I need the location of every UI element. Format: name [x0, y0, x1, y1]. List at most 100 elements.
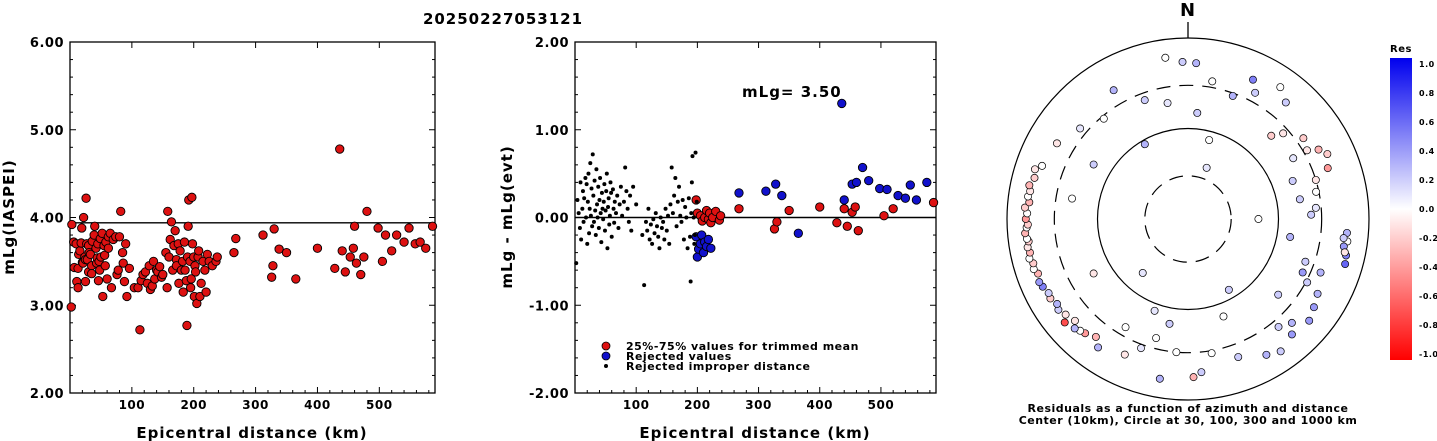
station-marker: [1249, 75, 1257, 84]
left-point-0: [337, 246, 347, 256]
left-point-0: [102, 274, 112, 284]
station-marker: [1299, 134, 1308, 143]
station-marker: [1234, 353, 1243, 361]
middle-points: [574, 98, 939, 288]
left-point-0: [66, 302, 76, 312]
middle-point-0: [832, 218, 842, 228]
left-y-tick-label: 3.00: [30, 299, 64, 314]
middle-y-ticks: -2.00 -1.00 0.00 1.00 2.00: [529, 36, 936, 402]
station-marker: [1254, 215, 1263, 223]
middle-point-0: [928, 197, 939, 208]
middle-point-improper: [670, 211, 675, 216]
middle-point-improper: [651, 217, 656, 222]
station-marker: [1307, 210, 1316, 219]
left-point-0: [345, 252, 355, 262]
station-marker: [1339, 234, 1348, 243]
middle-point-improper: [677, 184, 682, 189]
middle-point-improper: [683, 204, 688, 209]
station-marker: [1286, 233, 1295, 241]
middle-point-1: [734, 188, 744, 198]
middle-x-tick-label: 100: [623, 398, 650, 412]
station-marker: [1301, 257, 1310, 266]
middle-point-improper: [653, 211, 658, 216]
station-marker: [1311, 203, 1320, 212]
middle-x-tick-label: 200: [684, 398, 711, 412]
station-marker: [1208, 77, 1217, 86]
legend-label-trimmed: 25%-75% values for trimmed mean: [626, 340, 859, 353]
left-point-0: [166, 217, 177, 227]
left-point-0: [340, 267, 350, 277]
station-marker: [1178, 58, 1187, 66]
left-point-0: [119, 276, 130, 287]
station-marker: [1089, 160, 1098, 169]
station-marker: [1311, 175, 1320, 184]
colorbar-ticks: 1.0 0.8 0.6 0.4 0.2 0.0 -0.2 -0.4 -0.6 -0.8 -1.0: [1419, 60, 1437, 359]
middle-point-improper: [674, 224, 679, 229]
station-marker: [1061, 310, 1070, 319]
middle-point-improper: [589, 186, 594, 191]
station-marker: [1303, 146, 1311, 155]
station-marker: [1305, 316, 1314, 325]
colorbar-tick-label: -0.2: [1419, 234, 1437, 243]
middle-point-improper: [689, 211, 694, 216]
station-marker: [1287, 318, 1296, 327]
left-point-0: [281, 247, 292, 258]
middle-point-improper: [652, 231, 657, 236]
middle-point-improper: [587, 206, 592, 211]
station-marker: [1197, 368, 1206, 377]
middle-point-1: [882, 184, 892, 195]
station-marker: [1031, 165, 1039, 174]
station-marker: [1152, 334, 1161, 342]
middle-point-improper: [688, 279, 693, 284]
middle-point-improper: [612, 220, 617, 225]
middle-point-improper: [577, 226, 582, 231]
middle-point-improper: [597, 197, 602, 202]
station-marker: [1070, 324, 1079, 333]
colorbar-tick-label: -1.0: [1419, 350, 1437, 359]
middle-point-improper: [612, 199, 617, 204]
station-marker: [1228, 91, 1237, 100]
left-point-0: [195, 291, 205, 302]
middle-point-1: [911, 195, 922, 205]
middle-point-0: [815, 202, 825, 212]
left-point-0: [373, 223, 383, 233]
left-point-0: [268, 261, 278, 271]
middle-point-improper: [601, 199, 606, 204]
station-marker: [1035, 278, 1044, 287]
middle-point-0: [853, 226, 863, 236]
station-marker: [1038, 161, 1047, 170]
middle-point-improper: [684, 215, 689, 220]
middle-point-improper: [584, 182, 589, 187]
left-xlabel: Epicentral distance (km): [136, 424, 367, 441]
middle-x-ticks: 100 200 300 400 500: [586, 42, 931, 412]
polar-ring: [1053, 84, 1323, 354]
middle-point-improper: [681, 237, 686, 242]
middle-y-tick-label: -2.00: [529, 387, 569, 402]
left-point-0: [196, 278, 206, 288]
left-point-0: [269, 224, 279, 234]
middle-point-1: [771, 179, 781, 189]
left-point-0: [122, 291, 132, 302]
left-y-ticks: 2.00 3.00 4.00 5.00 6.00: [30, 36, 435, 402]
middle-point-improper: [594, 167, 599, 172]
middle-point-improper: [673, 176, 678, 181]
left-y-tick-label: 4.00: [30, 212, 64, 227]
middle-point-improper: [607, 213, 612, 218]
colorbar-title: Res: [1390, 44, 1412, 55]
station-marker: [1060, 318, 1069, 327]
left-point-0: [182, 320, 192, 331]
middle-point-improper: [599, 190, 604, 195]
colorbar-tick-label: 0.0: [1419, 205, 1435, 214]
middle-point-improper: [578, 180, 583, 185]
left-point-0: [391, 230, 402, 240]
left-point-0: [330, 263, 340, 274]
left-point-0: [212, 252, 222, 262]
left-y-tick-label: 2.00: [30, 387, 64, 402]
left-point-0: [267, 272, 277, 282]
middle-point-improper: [645, 228, 650, 233]
station-marker: [1150, 306, 1159, 315]
station-marker: [1224, 285, 1233, 294]
middle-point-improper: [690, 154, 695, 159]
station-marker: [1163, 99, 1172, 107]
middle-point-improper: [602, 182, 607, 187]
